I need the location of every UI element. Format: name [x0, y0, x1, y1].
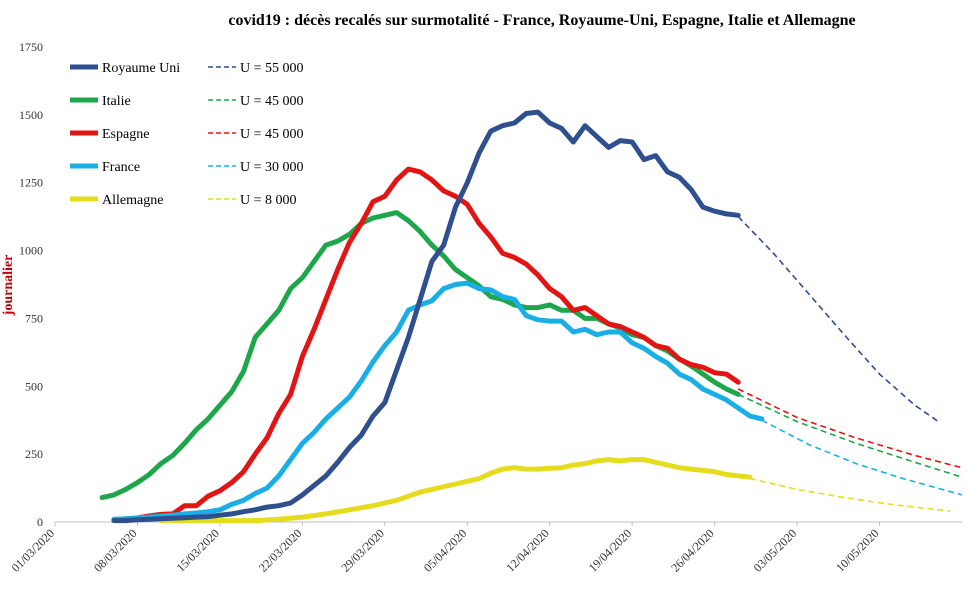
projection-line-u-55-000: [737, 216, 939, 423]
x-tick-label: 05/04/2020: [421, 526, 470, 575]
y-tick-label: 1000: [19, 244, 43, 258]
legend-label: U = 55 000: [240, 61, 304, 76]
projection-line-u-45-000: [737, 393, 963, 478]
y-tick-label: 0: [37, 515, 43, 529]
y-tick-label: 1750: [19, 40, 43, 54]
legend-label: U = 45 000: [240, 127, 304, 142]
series-line-france: [111, 280, 765, 522]
y-tick-label: 250: [25, 447, 43, 461]
legend: Royaume Uni U = 55 000 Italie U = 45 000 Esp…: [60, 50, 335, 218]
y-tick-label: 1500: [19, 108, 43, 122]
legend-label: U = 30 000: [240, 160, 304, 175]
legend-label: Espagne: [102, 127, 149, 142]
projection-line-u-45-000: [737, 388, 963, 469]
series-line-allemagne: [158, 457, 753, 524]
series-line-royaume-uni: [111, 109, 741, 524]
x-tick-label: 08/03/2020: [91, 526, 140, 575]
x-tick-label: 26/04/2020: [668, 526, 717, 575]
series-layer: [99, 109, 963, 524]
projection-line-u-8-000: [749, 477, 951, 512]
y-tick-label: 1250: [19, 176, 43, 190]
y-axis-label: journalier: [1, 255, 16, 317]
projection-line-u-30-000: [761, 419, 963, 496]
chart-title: covid19 : décès recalés sur surmotalité …: [228, 12, 855, 29]
x-tick-label: 22/03/2020: [256, 526, 305, 575]
legend-label: Italie: [102, 94, 131, 109]
y-tick-label: 750: [25, 311, 43, 325]
series-line-italie: [99, 210, 741, 501]
series-line-espagne: [135, 166, 741, 521]
x-tick-label: 29/03/2020: [338, 526, 387, 575]
x-tick-label: 01/03/2020: [9, 526, 58, 575]
legend-label: France: [102, 160, 140, 175]
legend-label: U = 8 000: [240, 193, 297, 208]
y-tick-label: 500: [25, 379, 43, 393]
legend-label: U = 45 000: [240, 94, 304, 109]
x-tick-label: 19/04/2020: [586, 526, 635, 575]
x-tick-label: 10/05/2020: [833, 526, 882, 575]
x-tick-label: 03/05/2020: [751, 526, 800, 575]
x-tick-label: 15/03/2020: [173, 526, 222, 575]
x-tick-label: 12/04/2020: [503, 526, 552, 575]
legend-background: [60, 50, 335, 218]
legend-label: Allemagne: [102, 193, 163, 208]
legend-label: Royaume Uni: [102, 61, 180, 76]
